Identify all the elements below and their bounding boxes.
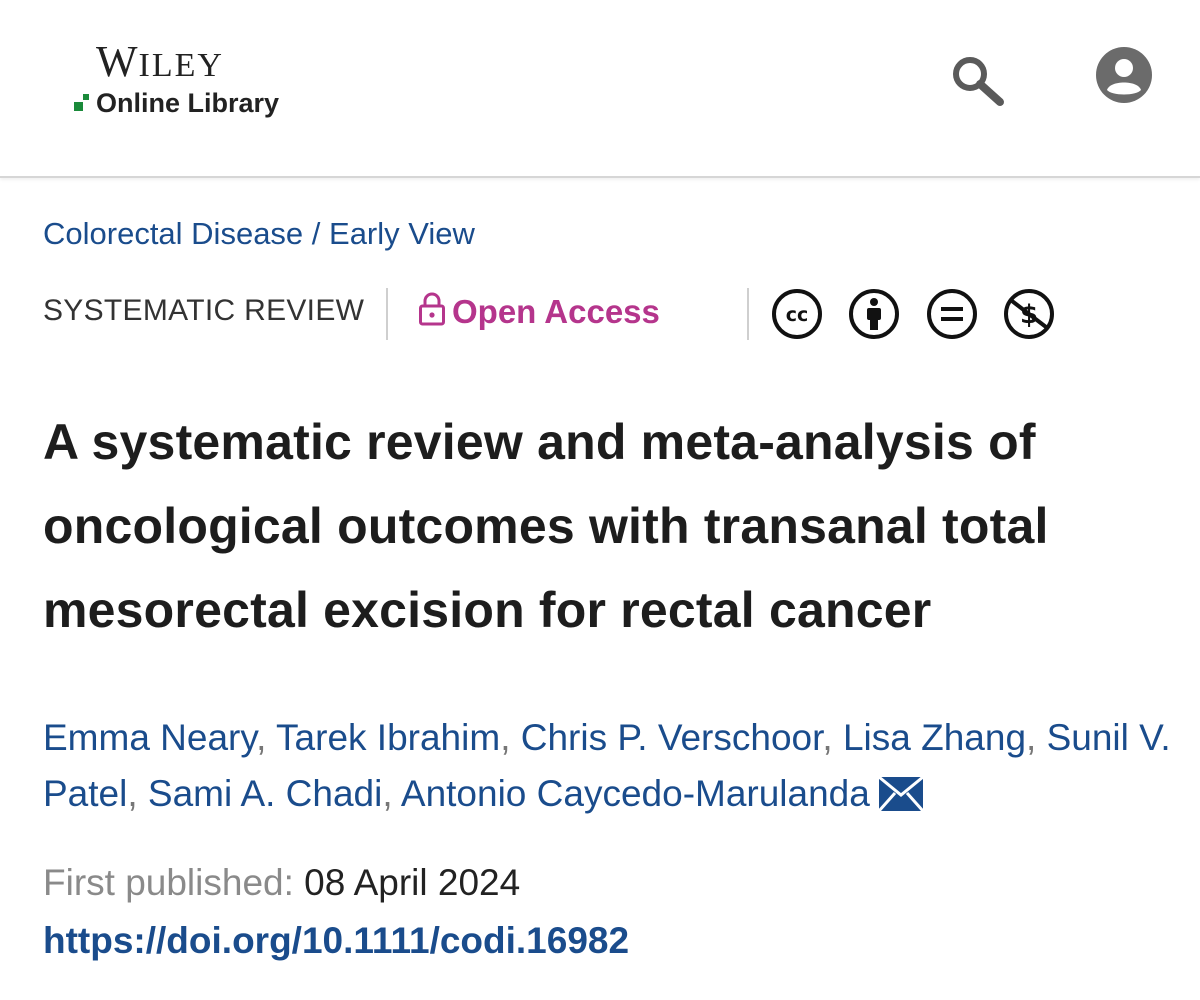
logo-mark-icon xyxy=(74,94,92,112)
online-library-label: Online Library xyxy=(96,88,280,118)
author-link[interactable]: Lisa Zhang xyxy=(842,717,1027,758)
site-header: WILEY Online Library xyxy=(0,0,1200,178)
author-list: Emma Neary, Tarek Ibrahim, Chris P. Vers… xyxy=(43,717,1171,814)
breadcrumb: Colorectal Disease / Early View xyxy=(43,214,475,254)
author-link[interactable]: Chris P. Verschoor xyxy=(520,717,823,758)
author-link[interactable]: Antonio Caycedo-Marulanda xyxy=(400,773,870,814)
license-icons[interactable]: cc $ xyxy=(771,288,1076,340)
lock-open-icon xyxy=(419,292,445,326)
author-link[interactable]: Emma Neary xyxy=(43,717,257,758)
author-link[interactable]: Sunil V. Patel xyxy=(43,717,1171,814)
open-access-badge[interactable]: Open Access xyxy=(418,292,660,331)
publication-date: First published: 08 April 2024 xyxy=(43,860,520,906)
breadcrumb-issue-link[interactable]: Early View xyxy=(329,216,475,251)
breadcrumb-journal-link[interactable]: Colorectal Disease xyxy=(43,216,304,251)
meta-divider xyxy=(747,288,749,340)
author-link[interactable]: Tarek Ibrahim xyxy=(276,717,501,758)
author-link[interactable]: Sami A. Chadi xyxy=(147,773,383,814)
by-attribution-icon xyxy=(849,289,900,339)
wiley-wordmark: WILEY xyxy=(96,37,224,86)
svg-text:cc: cc xyxy=(786,304,809,326)
email-corresponding-author-icon[interactable] xyxy=(877,776,924,812)
open-access-label: Open Access xyxy=(452,293,660,330)
article-type-label: SYSTEMATIC REVIEW xyxy=(43,294,365,327)
article-title: A systematic review and meta-analysis of… xyxy=(43,414,1049,638)
nd-no-derivatives-icon xyxy=(926,289,977,339)
nc-noncommercial-icon: $ xyxy=(1004,289,1055,339)
doi-link[interactable]: https://doi.org/10.1111/codi.16982 xyxy=(43,920,630,961)
search-icon[interactable] xyxy=(946,52,1010,108)
breadcrumb-separator: / xyxy=(303,216,330,251)
meta-divider xyxy=(386,288,388,340)
first-published-date: 08 April 2024 xyxy=(304,862,521,903)
article-meta-row: SYSTEMATIC REVIEW Open Access cc $ xyxy=(43,286,1183,342)
first-published-label: First published: xyxy=(43,862,294,903)
cc-icon: cc xyxy=(772,289,822,339)
user-account-icon[interactable] xyxy=(1095,46,1153,104)
